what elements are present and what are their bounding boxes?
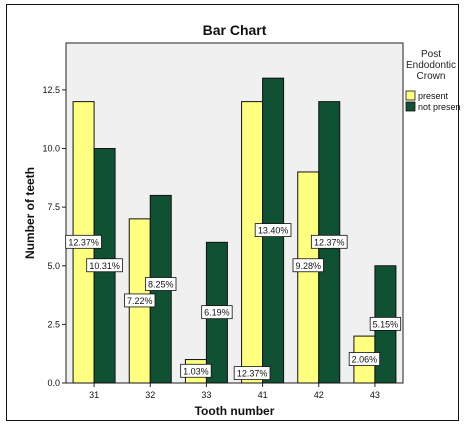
data-label-box — [254, 223, 292, 237]
legend-title: Crown — [417, 71, 446, 82]
data-label: 12.37% — [237, 369, 268, 379]
x-tick-label: 41 — [258, 390, 268, 400]
bar-chart: Bar Chart 0.0 2.5 5.0 7.5 10.0 12.5 Number of t… — [23, 22, 460, 418]
legend-label: present — [418, 91, 449, 101]
data-label-box — [348, 352, 381, 366]
data-label: 12.37% — [68, 237, 99, 247]
data-label: 5.15% — [373, 319, 399, 329]
data-label-box — [310, 234, 348, 249]
bar — [241, 101, 264, 384]
data-label: 13.40% — [258, 226, 289, 236]
legend-label: not present — [418, 102, 460, 112]
x-tick-label: 33 — [201, 390, 211, 400]
data-label-box — [65, 234, 102, 249]
data-label-box — [233, 366, 271, 381]
data-label-box — [180, 363, 212, 378]
y-tick-label: 12.5 — [42, 85, 60, 95]
data-label: 8.25% — [148, 280, 174, 290]
data-label: 12.37% — [314, 237, 345, 247]
legend-title: Endodontic — [406, 60, 456, 71]
y-tick-label: 10.0 — [42, 144, 60, 154]
data-label: 7.22% — [127, 296, 153, 306]
data-label-box — [124, 293, 156, 308]
data-label: 2.06% — [352, 355, 378, 365]
data-label-box — [201, 305, 233, 320]
legend-title: Post — [421, 49, 441, 60]
chart-frame: Bar Chart 0.0 2.5 5.0 7.5 10.0 12.5 Number of t… — [6, 4, 460, 421]
bar — [297, 171, 320, 384]
plot-area — [65, 42, 404, 384]
legend-swatch — [405, 90, 416, 101]
y-axis-title: Number of teeth — [23, 167, 37, 259]
data-label-box — [292, 258, 324, 273]
data-label-box — [145, 277, 177, 291]
data-label: 6.19% — [204, 308, 230, 318]
x-tick-label: 31 — [89, 390, 99, 400]
x-axis-title: Tooth number — [195, 404, 275, 418]
x-tick-label: 42 — [314, 390, 324, 400]
chart-title: Bar Chart — [203, 22, 267, 38]
data-label: 1.03% — [183, 366, 209, 376]
data-label: 10.31% — [89, 261, 120, 271]
data-label-box — [369, 316, 402, 331]
legend-swatch — [405, 101, 416, 112]
data-label: 9.28% — [295, 261, 321, 271]
data-label-box — [86, 258, 123, 273]
y-tick-label: 2.5 — [47, 319, 60, 329]
y-tick-label: 5.0 — [47, 261, 60, 271]
x-tick-label: 32 — [145, 390, 155, 400]
x-tick-label: 43 — [370, 390, 380, 400]
y-tick-label: 0.0 — [47, 378, 60, 388]
y-tick-label: 7.5 — [47, 202, 60, 212]
